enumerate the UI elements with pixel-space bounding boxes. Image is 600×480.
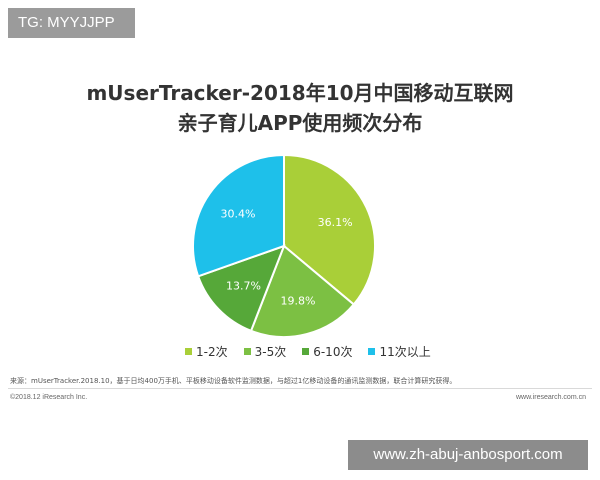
legend-item: 1-2次 [185, 343, 228, 360]
footer-divider [8, 388, 592, 389]
slice-value-label: 19.8% [281, 295, 316, 308]
legend-swatch [302, 347, 310, 355]
tg-badge: TG: MYYJJPP [8, 8, 135, 38]
chart-title: mUserTracker-2018年10月中国移动互联网 亲子育儿APP使用频次… [0, 78, 600, 138]
chart-title-line1: mUserTracker-2018年10月中国移动互联网 [86, 81, 514, 105]
chart-subtitle: 亲子育儿APP使用频次分布 [177, 111, 423, 135]
legend-label: 3-5次 [254, 344, 287, 359]
legend-swatch [368, 347, 376, 355]
legend-item: 3-5次 [243, 343, 287, 360]
watermark-banner: www.zh-abuj-anbosport.com [348, 440, 588, 470]
footer-copyright: ©2018.12 iResearch Inc. [10, 394, 88, 401]
legend-label: 6-10次 [313, 344, 353, 359]
chart-legend: 1-2次 3-5次 6-10次 11次以上 [185, 343, 431, 359]
legend-label: 1-2次 [196, 344, 228, 359]
slice-value-label: 30.4% [220, 207, 255, 220]
legend-item: 6-10次 [302, 343, 352, 360]
slice-value-label: 36.1% [318, 216, 353, 229]
pie-slice [192, 153, 285, 278]
legend-swatch [185, 347, 192, 355]
slice-value-label: 13.7% [226, 279, 261, 292]
legend-item: 11次以上 [368, 343, 431, 360]
footer-website: www.iresearch.com.cn [515, 394, 586, 401]
legend-label: 11次以上 [379, 344, 431, 359]
legend-swatch [243, 347, 251, 355]
pie-slice [283, 153, 376, 306]
source-note: 来源：mUserTracker.2018.10，基于日均400万手机、平板移动设… [10, 377, 457, 385]
pie-slice [196, 244, 286, 333]
pie-slice [249, 244, 356, 338]
